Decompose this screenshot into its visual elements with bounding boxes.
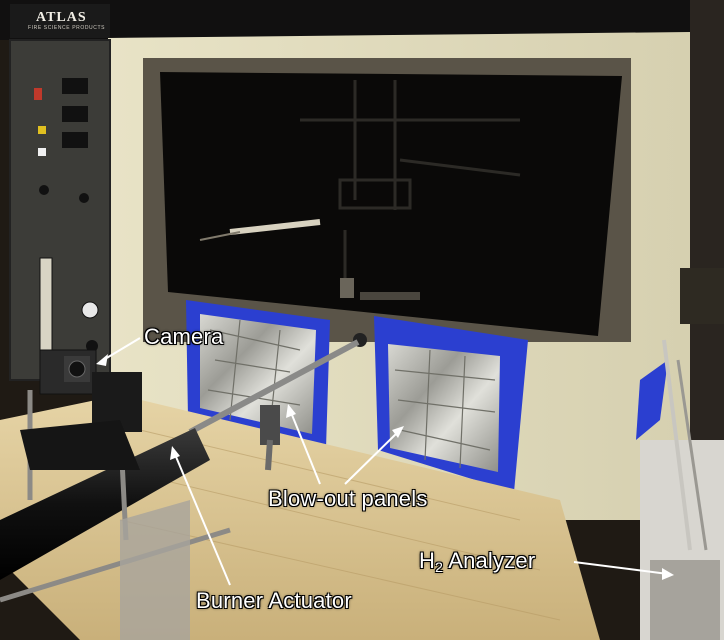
- burner-actuator-tube: [0, 428, 210, 580]
- control-panel: [10, 40, 110, 380]
- h2-subscript: 2: [435, 559, 444, 575]
- control-panel-gauges: [62, 78, 88, 148]
- h2-prefix: H: [419, 548, 436, 573]
- brand-logo: ATLAS: [36, 10, 87, 25]
- burner-rod: [188, 339, 360, 435]
- h2-analyzer-label: H2 Analyzer: [419, 548, 535, 575]
- burner-actuator-label: Burner Actuator: [196, 588, 352, 613]
- flowmeter: [39, 257, 53, 359]
- arrow-heads: [96, 354, 674, 580]
- pressure-gauge: [81, 301, 99, 319]
- annotation-arrows: [99, 337, 669, 586]
- brand-subtitle: FIRE SCIENCE PRODUCTS: [28, 25, 106, 31]
- h2-suffix: Analyzer: [443, 548, 536, 573]
- blowout-panels-label: Blow-out panels: [268, 486, 428, 511]
- viewing-window: [160, 72, 622, 336]
- h2-analyzer-cabinet: [640, 268, 724, 640]
- camera-label: Camera: [144, 324, 224, 349]
- blowout-panel-left: [186, 300, 330, 448]
- blowout-panel-right: [374, 316, 528, 492]
- camera: [20, 349, 142, 470]
